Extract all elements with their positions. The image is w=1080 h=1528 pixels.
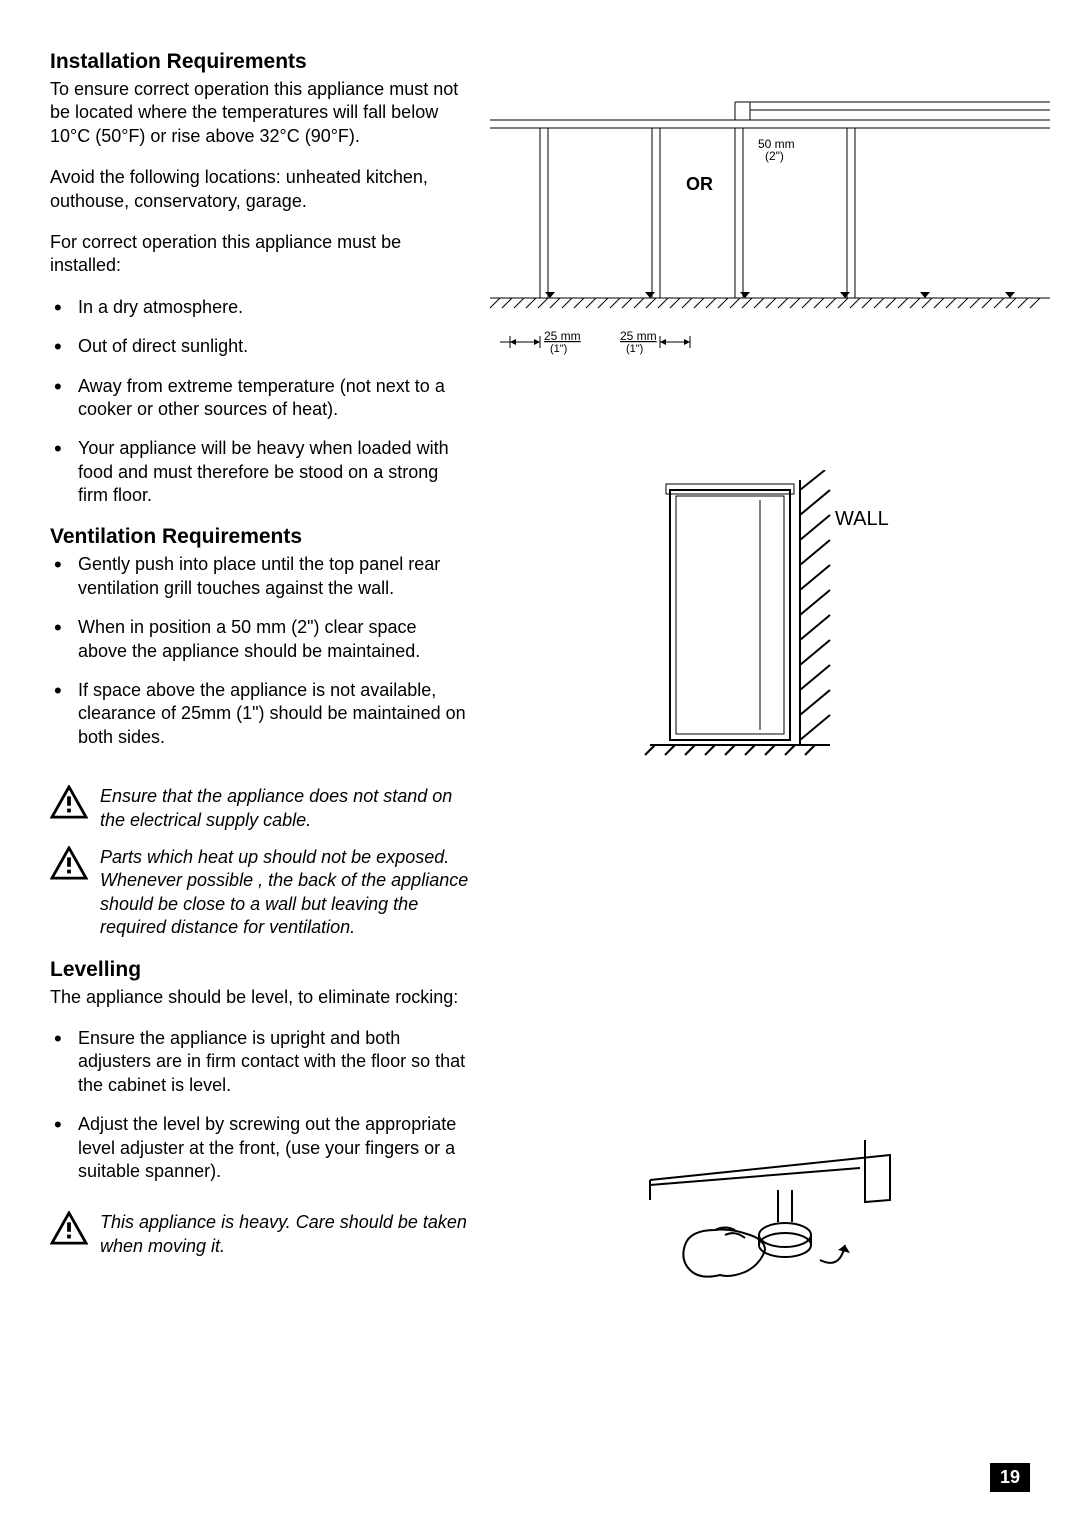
ventilation-list: Gently push into place until the top pan…	[50, 553, 470, 749]
warning-text: Ensure that the appliance does not stand…	[100, 785, 470, 832]
installation-p2: Avoid the following locations: unheated …	[50, 166, 470, 213]
clearance-side-label-1: 25 mm	[544, 329, 581, 343]
clearance-top-imp-label: (2")	[765, 149, 784, 163]
warning-icon	[50, 1211, 88, 1245]
clearance-side-imp-2: (1")	[626, 343, 643, 355]
list-item: In a dry atmosphere.	[78, 296, 470, 319]
page-number-badge: 19	[990, 1463, 1030, 1492]
list-item: Adjust the level by screwing out the app…	[78, 1113, 470, 1183]
ventilation-heading: Ventilation Requirements	[50, 525, 470, 549]
top-clearance-diagram: 50 mm (2") OR 25 mm (1") 25 mm	[490, 60, 1050, 380]
warning-text: This appliance is heavy. Care should be …	[100, 1211, 470, 1258]
wall-side-diagram: WALL	[490, 470, 1050, 770]
warning-text: Parts which heat up should not be expose…	[100, 846, 470, 940]
warning-row: Parts which heat up should not be expose…	[50, 846, 470, 940]
warning-row: Ensure that the appliance does not stand…	[50, 785, 470, 832]
installation-p3: For correct operation this appliance mus…	[50, 231, 470, 278]
warning-row: This appliance is heavy. Care should be …	[50, 1211, 470, 1258]
warning-icon	[50, 846, 88, 880]
list-item: When in position a 50 mm (2") clear spac…	[78, 616, 470, 663]
installation-p1: To ensure correct operation this applian…	[50, 78, 470, 148]
list-item: Out of direct sunlight.	[78, 335, 470, 358]
clearance-side-label-2: 25 mm	[620, 329, 657, 343]
levelling-heading: Levelling	[50, 958, 470, 982]
installation-heading: Installation Requirements	[50, 50, 470, 74]
levelling-p1: The appliance should be level, to elimin…	[50, 986, 470, 1009]
installation-list: In a dry atmosphere. Out of direct sunli…	[50, 296, 470, 508]
wall-label: WALL	[835, 508, 889, 530]
levelling-diagram	[490, 1130, 1050, 1310]
or-label: OR	[686, 174, 713, 194]
list-item: Gently push into place until the top pan…	[78, 553, 470, 600]
list-item: Away from extreme temperature (not next …	[78, 375, 470, 422]
clearance-side-imp-1: (1")	[550, 343, 567, 355]
list-item: Ensure the appliance is upright and both…	[78, 1027, 470, 1097]
warning-icon	[50, 785, 88, 819]
list-item: If space above the appliance is not avai…	[78, 679, 470, 749]
list-item: Your appliance will be heavy when loaded…	[78, 437, 470, 507]
levelling-list: Ensure the appliance is upright and both…	[50, 1027, 470, 1183]
